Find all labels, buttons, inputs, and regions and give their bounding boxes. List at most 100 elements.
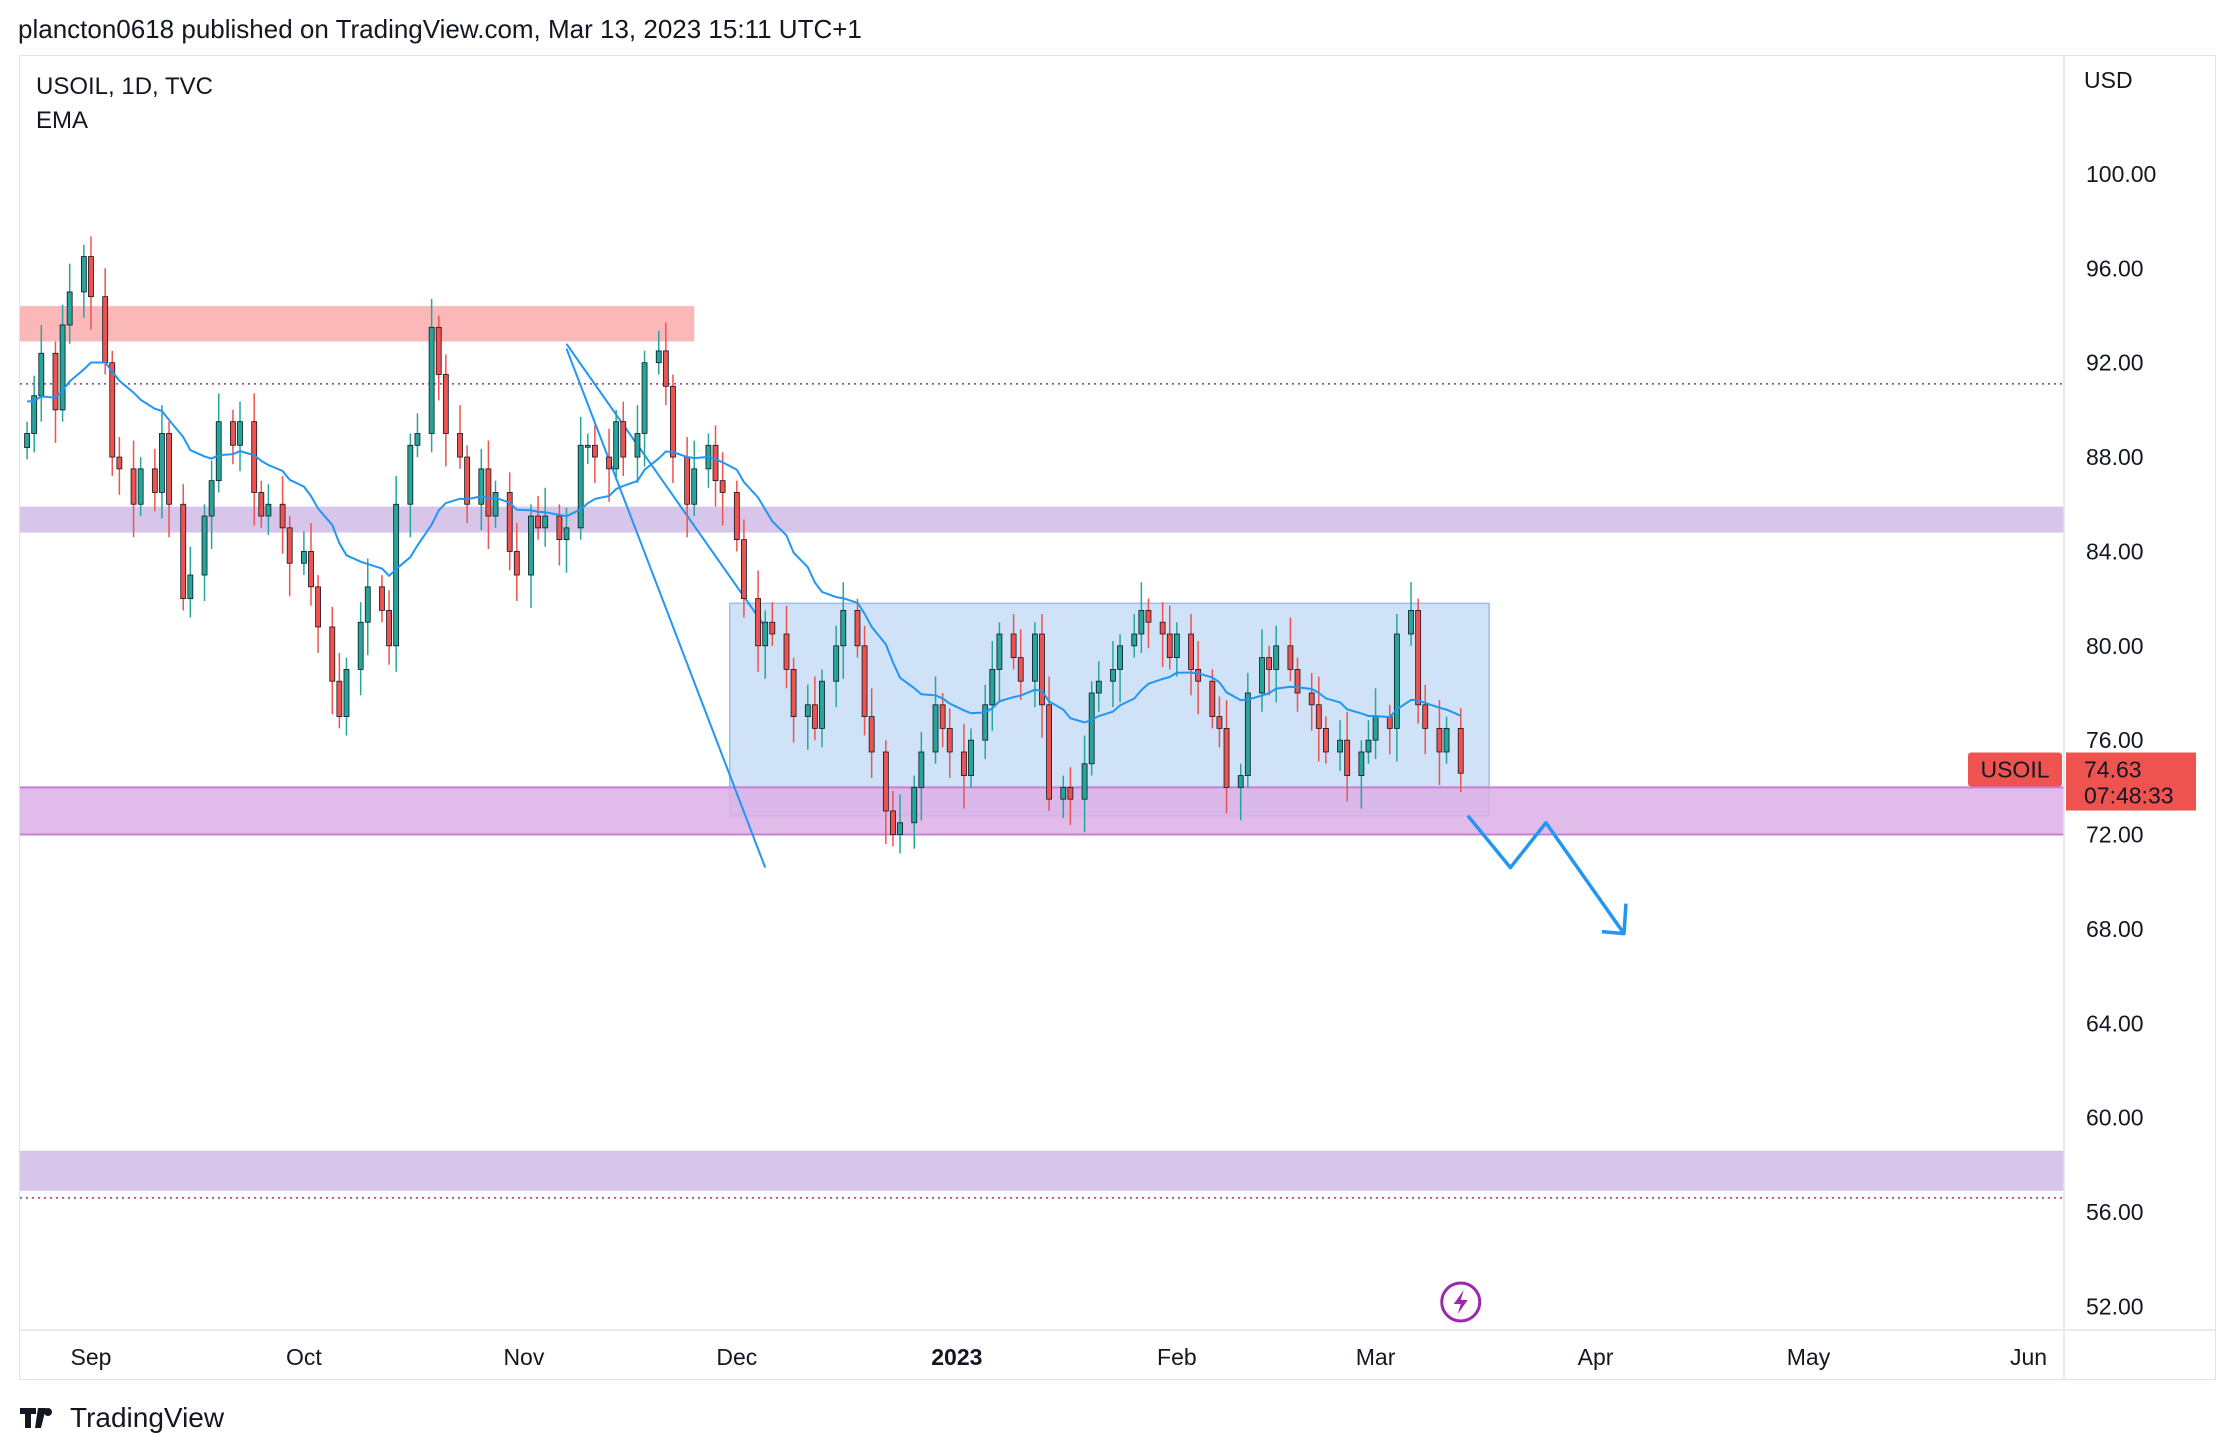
candle-body bbox=[634, 433, 641, 458]
candle-body bbox=[1032, 633, 1038, 682]
candle-body bbox=[1081, 763, 1088, 800]
candle-body bbox=[733, 492, 740, 541]
price-tick-label: 84.00 bbox=[2086, 538, 2144, 564]
candle-body bbox=[1386, 716, 1393, 729]
candle-body bbox=[1131, 633, 1138, 647]
candle-body bbox=[492, 492, 499, 517]
time-tick-label: Jun bbox=[2010, 1344, 2047, 1370]
candle-body bbox=[159, 433, 165, 493]
candle-body bbox=[66, 291, 73, 326]
price-tick-label: 56.00 bbox=[2086, 1199, 2144, 1225]
candle-body bbox=[1060, 786, 1067, 800]
candle-body bbox=[868, 716, 875, 753]
candle-body bbox=[1095, 680, 1102, 694]
candle-body bbox=[755, 598, 762, 647]
candle-body bbox=[300, 551, 307, 564]
candle-body bbox=[620, 421, 627, 458]
last-price-value: 74.63 bbox=[2084, 757, 2142, 783]
candle-body bbox=[80, 256, 87, 293]
candle-body bbox=[854, 610, 861, 647]
candle-body bbox=[407, 444, 414, 505]
candle-body bbox=[655, 350, 662, 364]
tradingview-brand: TradingView bbox=[70, 1402, 225, 1433]
candle-body bbox=[428, 326, 435, 434]
time-tick-label: Sep bbox=[71, 1344, 112, 1370]
candle-body bbox=[386, 610, 392, 647]
candle-body bbox=[329, 626, 336, 682]
candle-body bbox=[485, 468, 492, 517]
candle-body bbox=[932, 704, 939, 753]
indicator-label[interactable]: EMA bbox=[36, 107, 89, 134]
candle-body bbox=[1110, 669, 1116, 682]
events-layer bbox=[1440, 1281, 1482, 1323]
candle-body bbox=[187, 574, 194, 600]
candle-body bbox=[939, 704, 946, 729]
candle-body bbox=[1365, 739, 1372, 753]
candle-body bbox=[968, 739, 974, 776]
candle-body bbox=[1393, 633, 1400, 729]
candle-body bbox=[1315, 704, 1322, 729]
candle-body bbox=[1372, 716, 1379, 741]
candle-body bbox=[762, 621, 769, 647]
time-tick-label: May bbox=[1787, 1344, 1831, 1370]
candle-body bbox=[414, 433, 421, 446]
downtrend-channel-line-upper bbox=[565, 343, 767, 628]
last-price-tag bbox=[2066, 752, 2196, 811]
price-tick-label: 64.00 bbox=[2086, 1010, 2144, 1036]
candle-body bbox=[38, 352, 45, 397]
candle-body bbox=[1017, 657, 1024, 682]
tradingview-footer[interactable]: TradingView bbox=[20, 1402, 224, 1434]
symbol-price-tag-label: USOIL bbox=[1980, 757, 2049, 783]
candle-body bbox=[478, 468, 485, 505]
candle-body bbox=[286, 527, 293, 564]
candle-body bbox=[1308, 692, 1315, 706]
candle-body bbox=[393, 503, 400, 647]
candle-body bbox=[591, 444, 598, 458]
candle-body bbox=[918, 751, 925, 788]
candle-body bbox=[1188, 633, 1194, 670]
price-tick-label: 52.00 bbox=[2086, 1293, 2144, 1319]
candle-body bbox=[1294, 669, 1301, 694]
candle-body bbox=[811, 704, 818, 729]
candle-body bbox=[1209, 680, 1216, 717]
candle-body bbox=[364, 586, 371, 623]
candle-body bbox=[584, 444, 591, 448]
support-zone-lower bbox=[20, 1150, 2064, 1191]
candle-body bbox=[946, 727, 953, 753]
candle-body bbox=[506, 492, 513, 552]
candle-body bbox=[1195, 669, 1202, 682]
price-tick-label: 68.00 bbox=[2086, 916, 2144, 942]
resistance-zone bbox=[20, 306, 695, 342]
time-axis: Sep Oct Nov Dec 2023 Feb Mar Apr May Jun bbox=[71, 1344, 2048, 1370]
time-tick-label: Apr bbox=[1578, 1344, 1614, 1370]
candle-body bbox=[279, 503, 286, 529]
candle-body bbox=[712, 444, 719, 482]
symbol-label: USOIL, 1D, TVC bbox=[36, 73, 213, 100]
candle-body bbox=[109, 362, 116, 458]
candle-body bbox=[613, 421, 620, 470]
candle-body bbox=[215, 421, 222, 482]
candle-body bbox=[897, 822, 903, 835]
candle-body bbox=[1216, 716, 1223, 729]
candle-body bbox=[1415, 610, 1422, 706]
chart-legend: USOIL, 1D, TVC EMA bbox=[36, 70, 213, 138]
support-zone-upper bbox=[20, 506, 2064, 533]
candle-body bbox=[996, 633, 1003, 670]
candle-body bbox=[528, 515, 534, 576]
time-tick-label: Feb bbox=[1157, 1344, 1197, 1370]
candle-body bbox=[1223, 727, 1230, 788]
candle-body bbox=[769, 621, 776, 635]
candle-body bbox=[606, 456, 612, 470]
candle-body bbox=[670, 385, 676, 458]
candle-body bbox=[308, 551, 314, 588]
candle-body bbox=[379, 586, 385, 611]
lightning-bolt bbox=[1453, 1290, 1468, 1314]
candle-body bbox=[691, 468, 698, 505]
candle-body bbox=[819, 680, 825, 729]
candle-body bbox=[1237, 775, 1244, 788]
candle-body bbox=[833, 645, 840, 682]
candle-body bbox=[1259, 657, 1265, 694]
candle-body bbox=[166, 433, 172, 505]
candle-body bbox=[315, 586, 321, 628]
